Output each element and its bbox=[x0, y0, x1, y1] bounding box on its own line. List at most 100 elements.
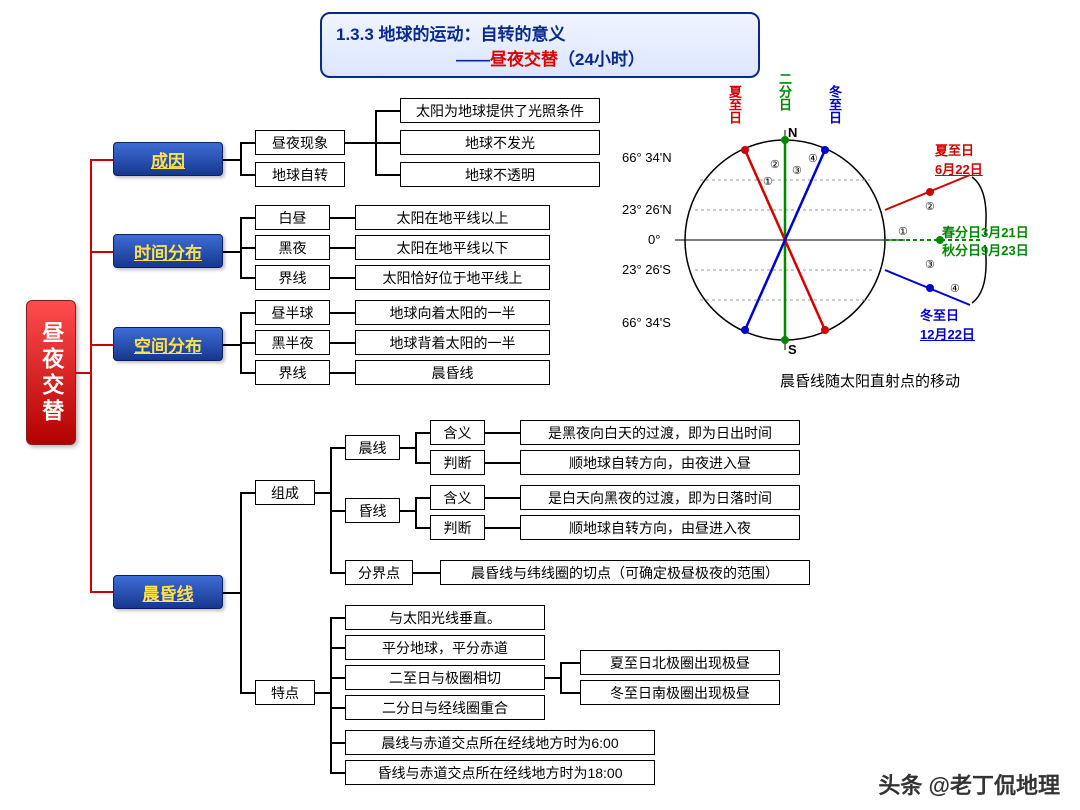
box: 是白天向黑夜的过渡，即为日落时间 bbox=[520, 485, 800, 510]
box: 冬至日南极圈出现极昼 bbox=[580, 680, 780, 705]
connector bbox=[330, 510, 345, 512]
connector bbox=[400, 447, 415, 449]
connector bbox=[375, 142, 400, 144]
connector bbox=[560, 662, 580, 664]
connector bbox=[330, 217, 355, 219]
connector bbox=[240, 492, 242, 693]
box: 晨线 bbox=[345, 435, 400, 460]
connector bbox=[330, 677, 345, 679]
globe-diagram: ① ② ③ ④ ① ② ③ ④ 夏至日 二分日 冬至日 N S 66° 34'N… bbox=[630, 80, 1040, 380]
box: 分界点 bbox=[345, 560, 413, 585]
box: 含义 bbox=[430, 420, 485, 445]
box: 昼半球 bbox=[255, 300, 330, 325]
chapter-title: 1.3.3 地球的运动：自转的意义 ——昼夜交替（24小时） bbox=[320, 12, 760, 78]
connector bbox=[485, 527, 520, 529]
svg-text:④: ④ bbox=[950, 283, 960, 295]
connector bbox=[560, 692, 580, 694]
cat-terminator: 晨昏线 bbox=[113, 575, 223, 609]
connector bbox=[545, 677, 560, 679]
box: 晨昏线 bbox=[355, 360, 550, 385]
connector bbox=[330, 372, 355, 374]
box: 地球自转 bbox=[255, 162, 345, 187]
connector bbox=[375, 110, 400, 112]
svg-text:③: ③ bbox=[925, 259, 935, 271]
globe-date-qiufen: 秋分日9月23日 bbox=[942, 240, 1029, 259]
box: 昼夜现象 bbox=[255, 130, 345, 155]
title-line1: 1.3.3 地球的运动：自转的意义 bbox=[336, 20, 744, 45]
box: 顺地球自转方向，由夜进入昼 bbox=[520, 450, 800, 475]
connector bbox=[485, 432, 520, 434]
globe-date-chunfen: 春分日3月21日 bbox=[942, 222, 1029, 241]
box: 顺地球自转方向，由昼进入夜 bbox=[520, 515, 800, 540]
box: 太阳在地平线以下 bbox=[355, 235, 550, 260]
connector bbox=[240, 312, 255, 314]
box: 地球不发光 bbox=[400, 130, 600, 155]
connector bbox=[90, 251, 113, 253]
globe-lat: 66° 34'N bbox=[622, 150, 672, 165]
svg-text:②: ② bbox=[925, 201, 935, 213]
connector bbox=[330, 277, 355, 279]
connector bbox=[223, 251, 240, 253]
connector bbox=[240, 342, 255, 344]
connector bbox=[415, 462, 430, 464]
cat-space: 空间分布 bbox=[113, 327, 223, 361]
connector bbox=[240, 492, 255, 494]
box: 判断 bbox=[430, 515, 485, 540]
box: 昏线与赤道交点所在经线地方时为18:00 bbox=[345, 760, 655, 785]
box: 太阳在地平线以上 bbox=[355, 205, 550, 230]
connector bbox=[415, 432, 417, 463]
box: 平分地球，平分赤道 bbox=[345, 635, 545, 660]
connector bbox=[330, 247, 355, 249]
connector bbox=[240, 142, 255, 144]
box: 特点 bbox=[255, 680, 315, 705]
connector bbox=[330, 647, 345, 649]
connector bbox=[330, 742, 345, 744]
connector bbox=[240, 247, 255, 249]
box: 二分日与经线圈重合 bbox=[345, 695, 545, 720]
connector bbox=[90, 344, 113, 346]
globe-label-xiazhi: 夏至日 bbox=[725, 85, 744, 124]
connector bbox=[330, 447, 345, 449]
box: 界线 bbox=[255, 360, 330, 385]
connector bbox=[240, 277, 255, 279]
globe-date-dongzhi: 冬至日12月22日 bbox=[920, 305, 975, 343]
box: 是黑夜向白天的过渡，即为日出时间 bbox=[520, 420, 800, 445]
connector bbox=[330, 312, 355, 314]
connector bbox=[330, 772, 345, 774]
box: 晨昏线与纬线圈的切点（可确定极昼极夜的范围） bbox=[440, 560, 810, 585]
connector bbox=[240, 692, 255, 694]
cat-cause: 成因 bbox=[113, 142, 223, 176]
connector bbox=[90, 159, 92, 592]
watermark: 头条 @老丁侃地理 bbox=[878, 768, 1060, 800]
box: 判断 bbox=[430, 450, 485, 475]
globe-lat: 23° 26'N bbox=[622, 202, 672, 217]
connector bbox=[90, 159, 113, 161]
box: 组成 bbox=[255, 480, 315, 505]
connector bbox=[415, 432, 430, 434]
svg-text:①: ① bbox=[898, 226, 908, 238]
cat-time: 时间分布 bbox=[113, 234, 223, 268]
svg-text:③: ③ bbox=[792, 165, 802, 177]
box: 地球不透明 bbox=[400, 162, 600, 187]
connector bbox=[223, 592, 240, 594]
box: 太阳为地球提供了光照条件 bbox=[400, 98, 600, 123]
box: 含义 bbox=[430, 485, 485, 510]
globe-lat: 23° 26'S bbox=[622, 262, 671, 277]
box: 地球向着太阳的一半 bbox=[355, 300, 550, 325]
box: 与太阳光线垂直。 bbox=[345, 605, 545, 630]
globe-lat: 66° 34'S bbox=[622, 315, 671, 330]
root-node: 昼夜交替 bbox=[26, 300, 76, 445]
globe-N: N bbox=[788, 125, 797, 140]
globe-lat: 0° bbox=[648, 232, 660, 247]
box: 界线 bbox=[255, 265, 330, 290]
connector bbox=[400, 510, 415, 512]
connector bbox=[330, 707, 345, 709]
connector bbox=[223, 159, 240, 161]
globe-S: S bbox=[788, 342, 797, 357]
connector bbox=[330, 617, 332, 773]
title-line2: ——昼夜交替（24小时） bbox=[336, 45, 744, 70]
box: 黑半夜 bbox=[255, 330, 330, 355]
connector bbox=[330, 572, 345, 574]
connector bbox=[315, 492, 330, 494]
globe-label-erfen: 二分日 bbox=[775, 72, 794, 111]
